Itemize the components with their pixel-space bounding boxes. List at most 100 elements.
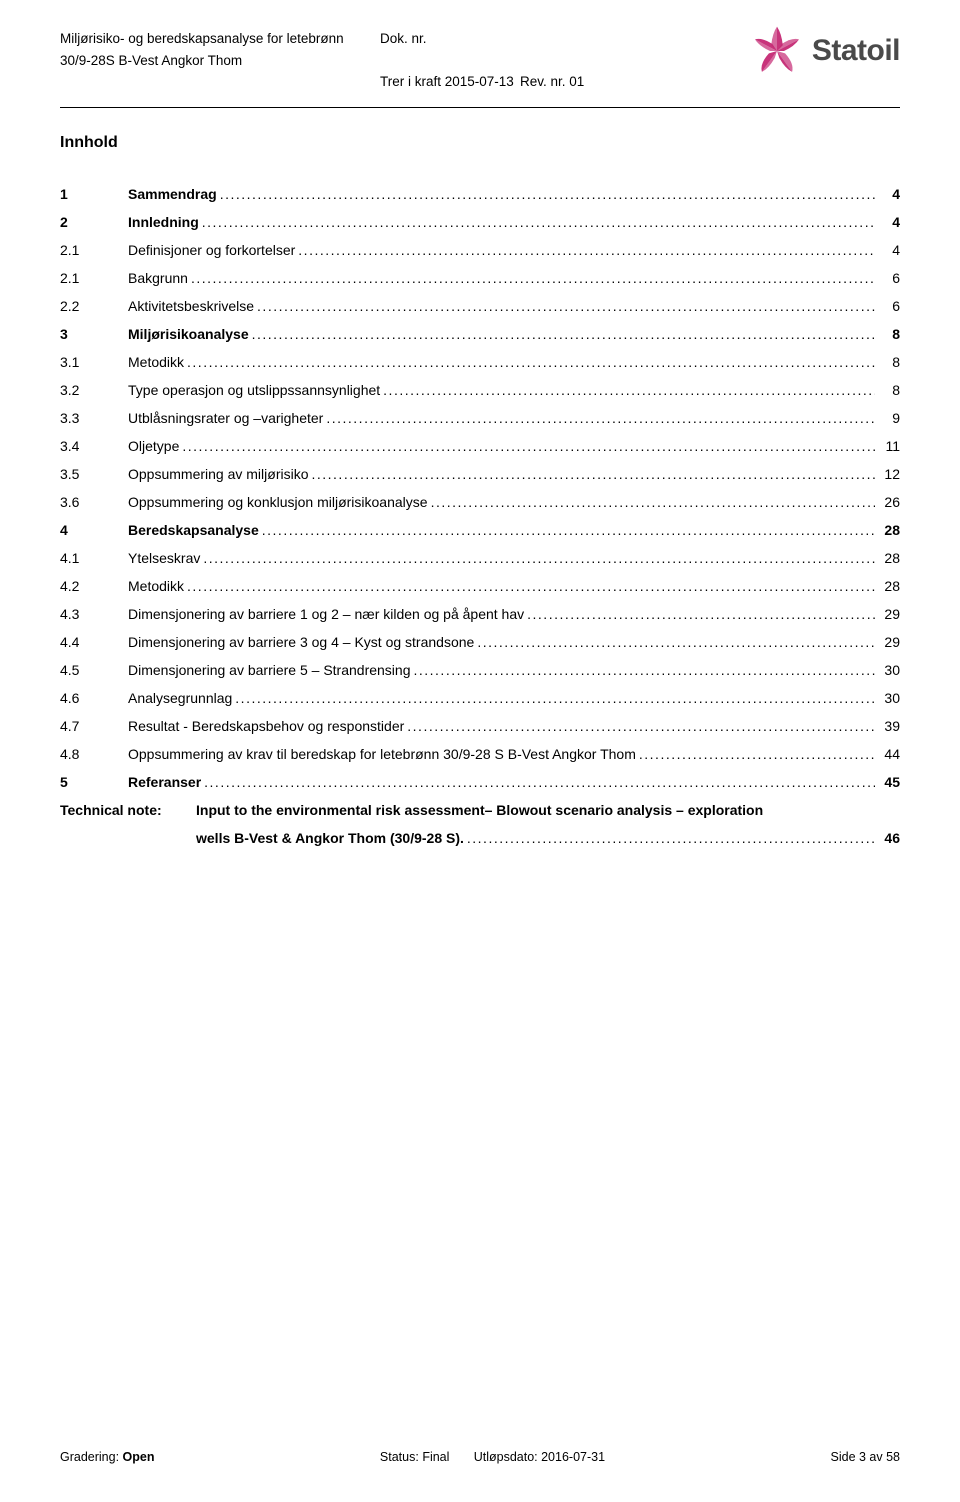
toc-number: 3.4 xyxy=(60,432,128,460)
toc-number: 4.8 xyxy=(60,740,128,768)
toc-leader xyxy=(413,656,875,684)
toc-entry[interactable]: 3.4Oljetype11 xyxy=(60,432,900,460)
toc-entry[interactable]: 4.5Dimensjonering av barriere 5 – Strand… xyxy=(60,656,900,684)
toc-entry[interactable]: 3.2Type operasjon og utslippssannsynligh… xyxy=(60,376,900,404)
toc-entry[interactable]: 3.6Oppsummering og konklusjon miljørisik… xyxy=(60,488,900,516)
toc-number: 4.7 xyxy=(60,712,128,740)
toc-page: 28 xyxy=(878,572,900,600)
toc-page: 6 xyxy=(878,264,900,292)
toc-entry[interactable]: 4.7Resultat - Beredskapsbehov og respons… xyxy=(60,712,900,740)
toc-number: 3.6 xyxy=(60,488,128,516)
technical-note-line2-row: wells B-Vest & Angkor Thom (30/9-28 S).4… xyxy=(196,824,900,852)
doc-number-label: Dok. nr. xyxy=(380,28,520,50)
company-logo: Statoil xyxy=(748,22,900,80)
toc-leader xyxy=(407,712,875,740)
toc-title: Oppsummering og konklusjon miljørisikoan… xyxy=(128,488,428,516)
toc-title: Analysegrunnlag xyxy=(128,684,232,712)
toc-page: 29 xyxy=(878,600,900,628)
toc-entry[interactable]: 4.4Dimensjonering av barriere 3 og 4 – K… xyxy=(60,628,900,656)
toc-leader xyxy=(477,628,875,656)
toc-title: Oppsummering av miljørisiko xyxy=(128,460,308,488)
toc-title: Metodikk xyxy=(128,348,184,376)
toc-leader xyxy=(204,768,875,796)
revision-number: Rev. nr. 01 xyxy=(520,71,620,93)
toc-entry[interactable]: 2.2Aktivitetsbeskrivelse6 xyxy=(60,292,900,320)
toc-number: 4.5 xyxy=(60,656,128,684)
toc-leader xyxy=(182,432,875,460)
toc-entry[interactable]: 4.8Oppsummering av krav til beredskap fo… xyxy=(60,740,900,768)
toc-leader xyxy=(431,488,875,516)
toc-leader xyxy=(527,600,875,628)
footer-expiry-value: 2016-07-31 xyxy=(541,1450,605,1464)
footer-grading-value: Open xyxy=(123,1450,155,1464)
toc-title: Metodikk xyxy=(128,572,184,600)
toc-entry[interactable]: 2.1Bakgrunn6 xyxy=(60,264,900,292)
document-header: Miljørisiko- og beredskapsanalyse for le… xyxy=(60,28,900,93)
toc-entry[interactable]: 2.1Definisjoner og forkortelser4 xyxy=(60,236,900,264)
toc-page: 29 xyxy=(878,628,900,656)
toc-entry[interactable]: 5Referanser45 xyxy=(60,768,900,796)
toc-title: Oppsummering av krav til beredskap for l… xyxy=(128,740,636,768)
effective-date: Trer i kraft 2015-07-13 xyxy=(380,71,520,93)
toc-entry[interactable]: 4.6Analysegrunnlag30 xyxy=(60,684,900,712)
toc-number: 3.1 xyxy=(60,348,128,376)
toc-entry[interactable]: 4.2Metodikk28 xyxy=(60,572,900,600)
toc-title: Oljetype xyxy=(128,432,179,460)
toc-entry[interactable]: 4Beredskapsanalyse 28 xyxy=(60,516,900,544)
toc-leader xyxy=(326,404,875,432)
toc-leader xyxy=(187,572,875,600)
page-footer: Gradering: Open Status: Final Utløpsdato… xyxy=(60,1450,900,1464)
toc-leader xyxy=(202,208,875,236)
toc-number: 2.2 xyxy=(60,292,128,320)
toc-leader xyxy=(235,684,875,712)
toc-leader xyxy=(191,264,875,292)
toc-leader xyxy=(220,180,875,208)
technical-note-label: Technical note: xyxy=(60,796,196,824)
toc-number: 4 xyxy=(60,516,128,544)
footer-status-value: Final xyxy=(422,1450,449,1464)
toc-entry[interactable]: 2Innledning4 xyxy=(60,208,900,236)
toc-title: Dimensjonering av barriere 3 og 4 – Kyst… xyxy=(128,628,474,656)
toc-leader xyxy=(298,236,875,264)
toc-page: 6 xyxy=(878,292,900,320)
doc-title-line1: Miljørisiko- og beredskapsanalyse for le… xyxy=(60,28,380,50)
toc-title: Innledning xyxy=(128,208,199,236)
toc-number: 2.1 xyxy=(60,236,128,264)
toc-page: 8 xyxy=(878,348,900,376)
toc-number: 3 xyxy=(60,320,128,348)
toc-title: Miljørisikoanalyse xyxy=(128,320,249,348)
toc-page: 8 xyxy=(878,376,900,404)
toc-title: Resultat - Beredskapsbehov og responstid… xyxy=(128,712,404,740)
toc-entry[interactable]: 3.1Metodikk 8 xyxy=(60,348,900,376)
toc-number: 3.2 xyxy=(60,376,128,404)
toc-leader xyxy=(639,740,875,768)
toc-page: 12 xyxy=(878,460,900,488)
doc-title-line2: 30/9-28S B-Vest Angkor Thom xyxy=(60,50,380,72)
toc-number: 2 xyxy=(60,208,128,236)
toc-number: 4.3 xyxy=(60,600,128,628)
toc-number: 5 xyxy=(60,768,128,796)
toc-leader xyxy=(187,348,875,376)
toc-leader xyxy=(383,376,875,404)
toc-page: 45 xyxy=(878,768,900,796)
toc-number: 3.5 xyxy=(60,460,128,488)
toc-entry[interactable]: 4.1Ytelseskrav28 xyxy=(60,544,900,572)
toc-entry[interactable]: 3.3Utblåsningsrater og –varigheter9 xyxy=(60,404,900,432)
technical-note-line1: Input to the environmental risk assessme… xyxy=(196,796,900,824)
table-of-contents: 1Sammendrag42Innledning42.1Definisjoner … xyxy=(60,180,900,852)
logo-text: Statoil xyxy=(812,34,900,68)
technical-note[interactable]: Technical note:Input to the environmenta… xyxy=(60,796,900,824)
toc-entry[interactable]: 3.5Oppsummering av miljørisiko 12 xyxy=(60,460,900,488)
toc-page: 39 xyxy=(878,712,900,740)
toc-title: Beredskapsanalyse xyxy=(128,516,259,544)
toc-entry[interactable]: 1Sammendrag4 xyxy=(60,180,900,208)
toc-page: 4 xyxy=(878,180,900,208)
footer-page-number: Side 3 av 58 xyxy=(831,1450,901,1464)
toc-page: 30 xyxy=(878,656,900,684)
toc-page: 28 xyxy=(878,516,900,544)
toc-title: Sammendrag xyxy=(128,180,217,208)
toc-number: 4.4 xyxy=(60,628,128,656)
toc-entry[interactable]: 3Miljørisikoanalyse8 xyxy=(60,320,900,348)
toc-leader xyxy=(257,292,875,320)
toc-entry[interactable]: 4.3Dimensjonering av barriere 1 og 2 – n… xyxy=(60,600,900,628)
